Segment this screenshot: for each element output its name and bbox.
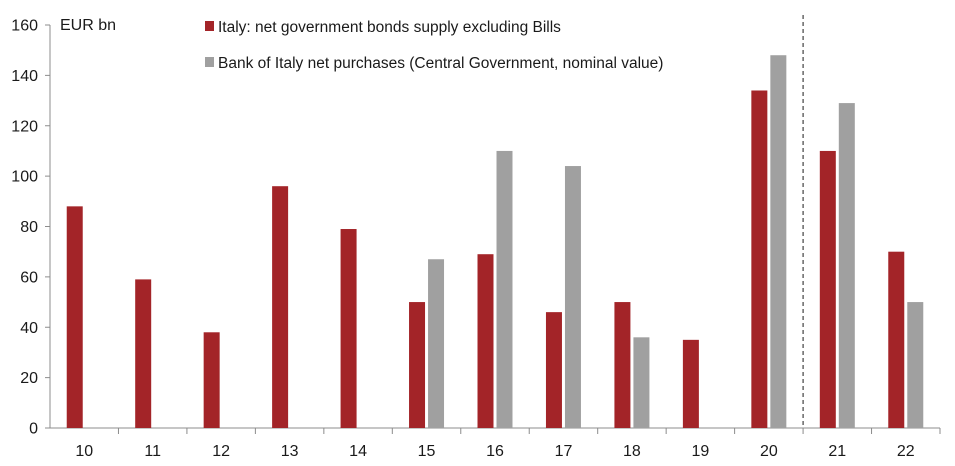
bar-supply-11 bbox=[135, 279, 152, 428]
bar-purchases-15 bbox=[428, 259, 445, 428]
bar-supply-13 bbox=[272, 186, 289, 428]
bar-supply-15 bbox=[409, 302, 426, 428]
legend-label-0: Italy: net government bonds supply exclu… bbox=[218, 19, 561, 36]
x-tick-label-14: 14 bbox=[349, 443, 367, 460]
y-tick-label-80: 80 bbox=[20, 219, 38, 236]
bar-purchases-22 bbox=[907, 302, 924, 428]
x-tick-label-21: 21 bbox=[828, 443, 846, 460]
legend-label-1: Bank of Italy net purchases (Central Gov… bbox=[218, 55, 663, 72]
y-tick-label-0: 0 bbox=[29, 421, 38, 438]
legend: Italy: net government bonds supply exclu… bbox=[205, 19, 663, 72]
bar-supply-16 bbox=[477, 254, 494, 428]
bar-purchases-16 bbox=[496, 150, 513, 428]
bar-supply-10 bbox=[66, 206, 83, 428]
bar-purchases-21 bbox=[838, 103, 855, 429]
x-tick-label-22: 22 bbox=[897, 443, 915, 460]
x-tick-label-20: 20 bbox=[760, 443, 778, 460]
axes bbox=[45, 15, 941, 434]
bars bbox=[66, 55, 924, 429]
tick-labels: 0 20 40 60 80 100 120 140 160 10 11 12 13 14 15 16 17 18 1… bbox=[11, 18, 914, 461]
bar-supply-17 bbox=[545, 312, 562, 428]
x-tick-label-19: 19 bbox=[691, 443, 709, 460]
bar-purchases-17 bbox=[564, 166, 581, 429]
bar-supply-18 bbox=[614, 302, 631, 428]
y-tick-label-120: 120 bbox=[11, 118, 38, 135]
y-tick-label-160: 160 bbox=[11, 18, 38, 35]
y-tick-label-40: 40 bbox=[20, 320, 38, 337]
bar-supply-14 bbox=[340, 229, 357, 428]
x-tick-label-13: 13 bbox=[281, 443, 299, 460]
legend-swatch-1 bbox=[205, 57, 214, 67]
bar-purchases-18 bbox=[633, 337, 650, 428]
x-tick-label-15: 15 bbox=[418, 443, 436, 460]
x-tick-label-17: 17 bbox=[555, 443, 573, 460]
x-tick-label-18: 18 bbox=[623, 443, 641, 460]
x-tick-label-16: 16 bbox=[486, 443, 504, 460]
bar-supply-21 bbox=[819, 150, 836, 428]
x-tick-label-11: 11 bbox=[144, 443, 161, 460]
bar-supply-19 bbox=[682, 339, 699, 428]
legend-swatch-0 bbox=[205, 21, 214, 31]
unit-label: EUR bn bbox=[60, 17, 116, 34]
x-tick-label-12: 12 bbox=[212, 443, 230, 460]
y-tick-label-100: 100 bbox=[11, 169, 38, 186]
legend-item-0: Italy: net government bonds supply exclu… bbox=[205, 19, 561, 36]
x-tick-label-10: 10 bbox=[75, 443, 93, 460]
bar-purchases-20 bbox=[770, 55, 787, 428]
bar-supply-22 bbox=[888, 251, 905, 428]
bar-supply-12 bbox=[203, 332, 220, 428]
bar-supply-20 bbox=[751, 90, 768, 429]
y-tick-label-140: 140 bbox=[11, 68, 38, 85]
y-tick-label-20: 20 bbox=[20, 370, 38, 387]
y-tick-label-60: 60 bbox=[20, 269, 38, 286]
legend-item-1: Bank of Italy net purchases (Central Gov… bbox=[205, 55, 663, 72]
